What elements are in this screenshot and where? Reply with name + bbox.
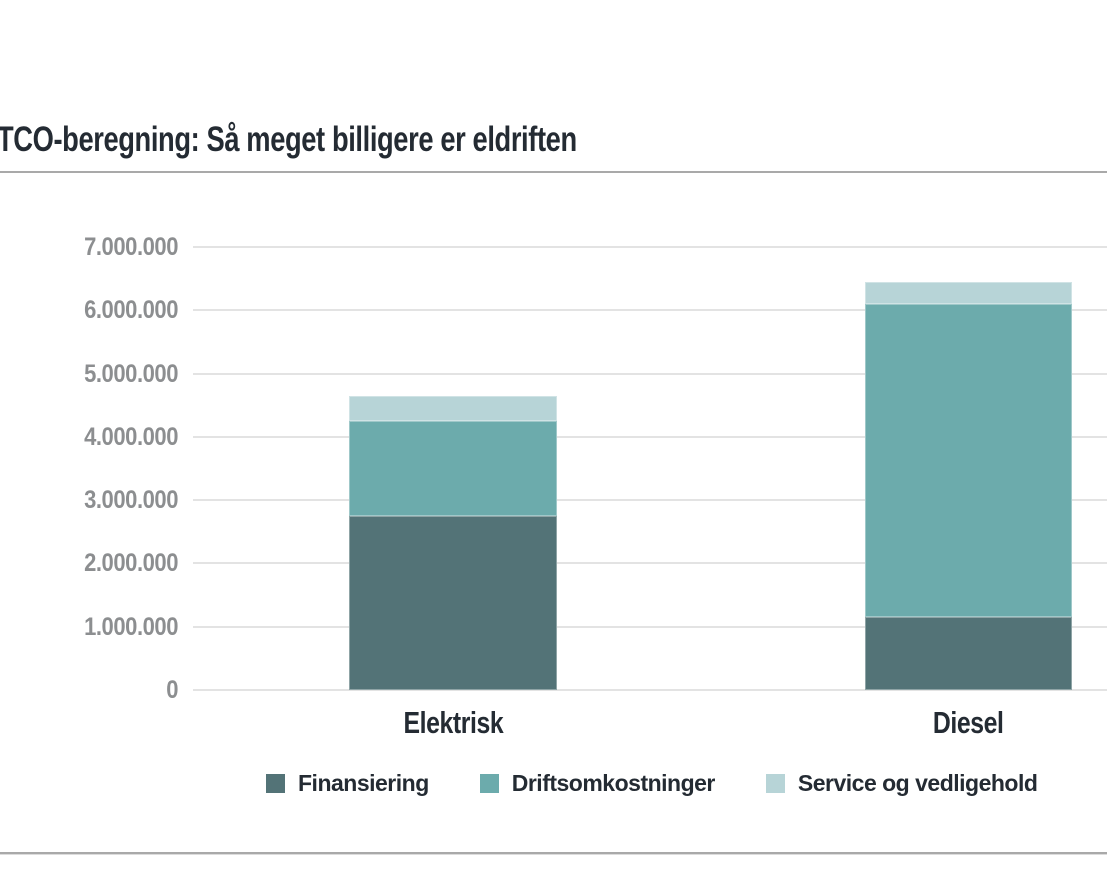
legend-item-finansiering: Finansiering xyxy=(266,770,429,797)
y-axis-tick-label: 0 xyxy=(166,676,178,704)
legend-swatch-driftsomkostninger-icon xyxy=(479,774,499,793)
y-axis-tick-label: 3.000.000 xyxy=(84,486,178,515)
legend-label-service-og-vedligehold: Service og vedligehold xyxy=(797,770,1038,796)
legend-item-driftsomkostninger: Driftsomkostninger xyxy=(479,770,716,797)
bottom-divider xyxy=(0,852,1107,854)
bar-segment-service-og-vedligehold-elektrisk xyxy=(349,395,557,422)
bar-segment-service-og-vedligehold-diesel xyxy=(865,281,1072,304)
y-axis-tick-label: 7.000.000 xyxy=(84,233,178,261)
gridline xyxy=(193,372,1107,375)
gridline xyxy=(193,499,1107,502)
legend-swatch-finansiering-icon xyxy=(266,774,285,793)
gridline xyxy=(193,689,1107,691)
legend: Finansiering Driftsomkostninger Service … xyxy=(266,770,1038,797)
bar-elektrisk xyxy=(349,395,557,690)
bar-segment-finansiering-diesel xyxy=(865,617,1072,690)
bar-segment-finansiering-elektrisk xyxy=(349,515,557,690)
gridline xyxy=(193,309,1107,312)
y-axis-tick-label: 4.000.000 xyxy=(84,422,178,451)
y-axis-tick-label: 6.000.000 xyxy=(84,296,178,325)
y-axis-tick-label: 5.000.000 xyxy=(84,359,178,388)
chart-title: TCO-beregning: Så meget billigere er eld… xyxy=(0,120,577,159)
bar-segment-driftsomkostninger-diesel xyxy=(865,303,1072,618)
title-divider xyxy=(0,171,1107,173)
bar-segment-driftsomkostninger-elektrisk xyxy=(349,421,557,516)
gridline xyxy=(193,625,1107,628)
legend-swatch-service-og-vedligehold-icon xyxy=(765,774,785,793)
legend-item-service-og-vedligehold: Service og vedligehold xyxy=(765,770,1038,797)
y-axis: 0 1.000.000 2.000.000 3.000.000 4.000.000 5.0… xyxy=(0,234,178,703)
legend-label-driftsomkostninger: Driftsomkostninger xyxy=(511,770,716,796)
y-axis-tick-label: 1.000.000 xyxy=(84,612,178,641)
bar-diesel xyxy=(865,281,1072,690)
gridline xyxy=(193,246,1107,248)
plot-area xyxy=(193,246,1107,691)
legend-label-finansiering: Finansiering xyxy=(298,770,429,796)
y-axis-tick-label: 2.000.000 xyxy=(84,549,178,578)
gridline xyxy=(193,562,1107,565)
gridline xyxy=(193,435,1107,438)
